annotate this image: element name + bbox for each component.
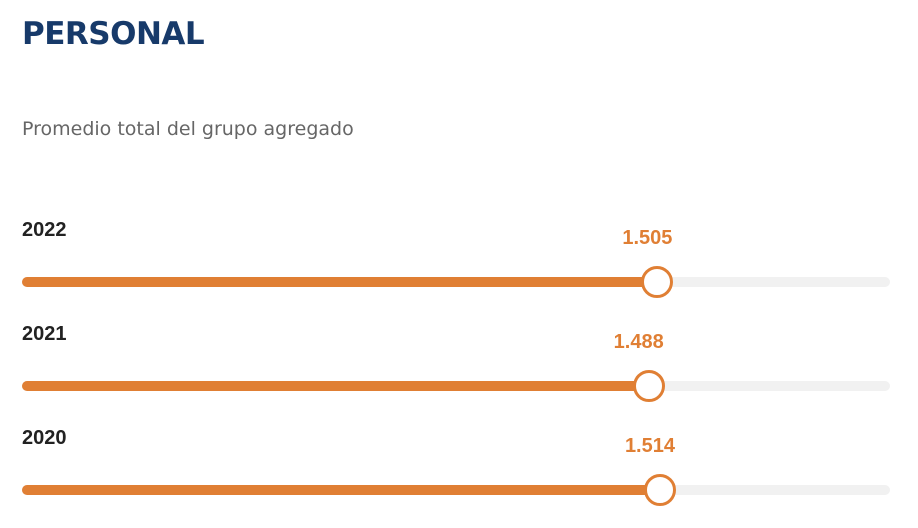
bar-track (22, 485, 890, 495)
category-label: 2022 (22, 219, 67, 241)
bar-row-2020: 2020 1.514 (0, 427, 918, 527)
bar-knob[interactable] (641, 266, 674, 298)
bar-track (22, 381, 890, 391)
category-label: 2020 (22, 427, 67, 449)
category-label: 2021 (22, 323, 67, 345)
page-title: PERSONAL (22, 16, 205, 52)
bar-fill (22, 277, 658, 287)
bar-row-2022: 2022 1.505 (0, 219, 918, 319)
value-label: 1.488 (613, 331, 664, 353)
bar-fill (22, 381, 649, 391)
bar-knob[interactable] (632, 370, 665, 402)
bar-track (22, 277, 890, 287)
bar-knob[interactable] (643, 474, 676, 506)
value-label: 1.514 (624, 435, 675, 457)
bar-row-2021: 2021 1.488 (0, 323, 918, 423)
page-subtitle: Promedio total del grupo agregado (22, 118, 354, 140)
value-label: 1.505 (622, 227, 673, 249)
bar-fill (22, 485, 660, 495)
